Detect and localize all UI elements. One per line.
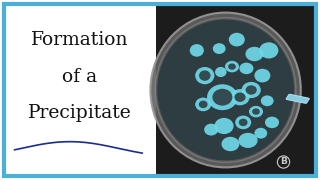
Ellipse shape	[207, 84, 238, 110]
Ellipse shape	[212, 89, 232, 106]
Bar	[4, 4, 156, 176]
Text: Formation: Formation	[31, 31, 128, 49]
Ellipse shape	[239, 63, 253, 74]
Ellipse shape	[230, 89, 250, 105]
Ellipse shape	[242, 82, 261, 98]
Text: B: B	[280, 158, 287, 166]
Ellipse shape	[215, 67, 227, 77]
Ellipse shape	[265, 117, 279, 128]
Text: Precipitate: Precipitate	[28, 104, 131, 122]
Ellipse shape	[225, 61, 239, 72]
Ellipse shape	[235, 116, 251, 129]
Ellipse shape	[204, 124, 218, 136]
FancyBboxPatch shape	[286, 94, 309, 103]
Ellipse shape	[228, 63, 236, 70]
Ellipse shape	[259, 42, 278, 58]
Bar	[156, 4, 316, 176]
Ellipse shape	[195, 67, 214, 84]
Ellipse shape	[238, 133, 258, 148]
Ellipse shape	[239, 119, 248, 126]
Ellipse shape	[221, 137, 239, 151]
Ellipse shape	[261, 95, 274, 106]
Ellipse shape	[190, 44, 204, 57]
Ellipse shape	[213, 43, 226, 54]
Ellipse shape	[199, 70, 211, 81]
Ellipse shape	[252, 108, 260, 115]
Ellipse shape	[235, 93, 245, 102]
Ellipse shape	[229, 33, 245, 46]
Ellipse shape	[157, 20, 294, 160]
Ellipse shape	[214, 118, 234, 134]
Ellipse shape	[245, 47, 263, 61]
Ellipse shape	[249, 106, 263, 117]
Ellipse shape	[195, 98, 211, 111]
Ellipse shape	[150, 13, 301, 167]
Ellipse shape	[199, 101, 208, 108]
Text: of a: of a	[62, 68, 97, 86]
Ellipse shape	[246, 85, 257, 95]
Ellipse shape	[254, 69, 270, 82]
Ellipse shape	[254, 128, 267, 139]
